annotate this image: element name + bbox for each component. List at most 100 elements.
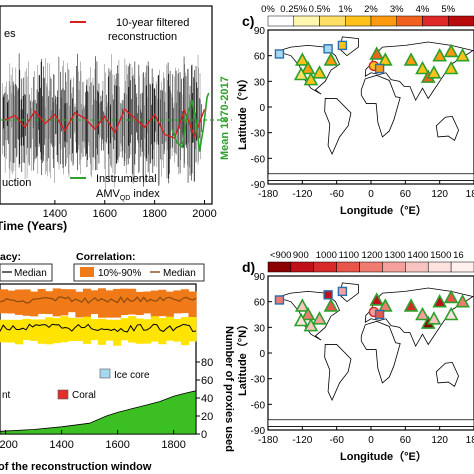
continent-outline (324, 344, 352, 402)
colorbar-tick-label: 900 (293, 250, 309, 261)
colorbar-tick-label: 1400 (407, 250, 428, 261)
colorbar-tick-label: 1500 (430, 250, 451, 261)
continent-outline (360, 320, 401, 384)
colorbar-tick-label: 16 (453, 250, 464, 261)
proxy-marker (293, 66, 309, 81)
panel-b-ylabel: Number of proxies used (223, 326, 235, 452)
colorbar-cell (313, 261, 337, 273)
yellow-band-step (98, 318, 107, 345)
yellow-band-step (67, 317, 76, 342)
continent-outline (360, 74, 401, 138)
panel-c-ylabel: Latitude（°N） (236, 73, 249, 150)
panel-a: es 10-year filtered reconstruction uctio… (0, 5, 232, 233)
proxy-marker (374, 309, 385, 320)
x-tick-label: 1800 (142, 208, 166, 220)
proxy-marker (455, 47, 470, 62)
correlation-label: Correlation: (76, 251, 136, 263)
proxy-marker (303, 317, 319, 332)
yellow-band-step (135, 318, 144, 344)
proxy-marker (294, 52, 310, 66)
colorbar-tick-label: 1100 (339, 250, 359, 261)
panel-d-letter: d) (242, 259, 255, 275)
colorbar-cell (290, 261, 315, 273)
yellow-band-step (188, 316, 197, 342)
x-tick-label: 1200 (0, 439, 18, 451)
yellow-band-step (0, 319, 9, 343)
panel-c-xlabel: Longitude（°E） (340, 204, 427, 217)
lon-tick-label: -180 (258, 189, 278, 200)
legend-left-fragment: es (4, 28, 16, 40)
legend-instrumental-line1: Instrumental (96, 173, 157, 185)
panel-d-colorbar: <900 900 1000 1100 1200 1300 1400 1500 16 (267, 250, 474, 273)
panel-d-axis-ticks: 90 60 30 0 -30 -60 -90-180 -120 -60 0 60 120 180 (251, 272, 474, 446)
y-tick-label: 20 (201, 411, 213, 423)
x-tick-label: 2000 (192, 208, 216, 220)
proxy-marker (443, 43, 459, 58)
yellow-band-step (113, 319, 122, 346)
panel-a-frame (0, 5, 213, 205)
legend-left-fragment-b: nt (2, 390, 11, 401)
lat-tick-label: 90 (254, 26, 266, 37)
orange-band-step (158, 289, 167, 317)
lon-tick-label: -120 (292, 435, 312, 446)
panel-b-xlabel: of the reconstruction window (0, 461, 152, 473)
colorbar-cell (267, 261, 292, 273)
orange-band-step (113, 288, 122, 318)
panel-d: d) <900 900 1000 1100 1200 1300 1400 1500 16 906… (236, 250, 474, 463)
proxy-marker (432, 47, 448, 62)
legend-band-label: 10%-90% (98, 268, 141, 279)
colorbar-cell (427, 261, 452, 273)
colorbar-cell (405, 261, 429, 273)
orange-band-step (90, 290, 99, 314)
colorbar-cell (336, 261, 360, 273)
orange-band-step (82, 288, 91, 318)
proxy-marker (300, 60, 316, 75)
orange-band-step (180, 289, 189, 314)
proxy-marker (377, 298, 393, 312)
proxy-count-area (0, 390, 197, 435)
orange-band-step (173, 290, 182, 314)
yellow-band-step (120, 318, 129, 341)
colorbar-cell (396, 15, 423, 27)
lat-tick-label: 60 (254, 52, 266, 63)
continent-outline (267, 173, 474, 181)
proxy-marker (374, 63, 385, 74)
x-tick-label: 1400 (43, 208, 67, 220)
y-tick-label: 60 (201, 375, 213, 387)
proxy-marker (369, 292, 385, 306)
colorbar-tick-label: 1200 (362, 250, 383, 261)
proxy-marker (426, 311, 442, 325)
colorbar-tick-label: <900 (270, 250, 291, 261)
proxy-marker (403, 52, 419, 66)
lon-tick-label: 120 (431, 189, 448, 200)
filtered-reconstruction-line (4, 108, 206, 139)
panel-b-x-ticks: 1200 1400 1600 1800 (0, 430, 186, 451)
lon-tick-label: 60 (400, 189, 412, 200)
colorbar-cell (422, 15, 449, 27)
lon-tick-label: 180 (466, 435, 474, 446)
lon-tick-label: -60 (329, 189, 344, 200)
lat-tick-label: 30 (254, 323, 266, 334)
lat-tick-label: 90 (254, 272, 266, 283)
legend-band-swatch (80, 267, 94, 277)
panel-d-ylabel: Latitude（°N） (236, 319, 249, 396)
colorbar-cell (359, 261, 383, 273)
proxy-marker (323, 44, 333, 54)
colorbar-tick-label: 1300 (384, 250, 405, 261)
lat-tick-label: 30 (254, 77, 266, 88)
colorbar-tick-label: 4% (416, 4, 430, 15)
panel-a-xlabel: Time (Years) (0, 219, 67, 233)
proxy-marker (274, 49, 285, 59)
orange-band-step (60, 289, 69, 316)
lon-tick-label: 120 (431, 435, 448, 446)
legend-coral: Coral (72, 390, 96, 401)
yellow-band-step (173, 318, 182, 342)
panel-b: acy: Correlation: Median 10%-90% Median … (0, 251, 235, 473)
reconstruction-ensemble (2, 53, 202, 190)
legend-box-left (0, 263, 53, 282)
proxy-marker (323, 298, 339, 312)
orange-band-step (75, 291, 84, 318)
accuracy-median-line (0, 323, 197, 333)
lat-tick-label: -30 (251, 375, 266, 386)
yellow-band-step (52, 318, 61, 344)
